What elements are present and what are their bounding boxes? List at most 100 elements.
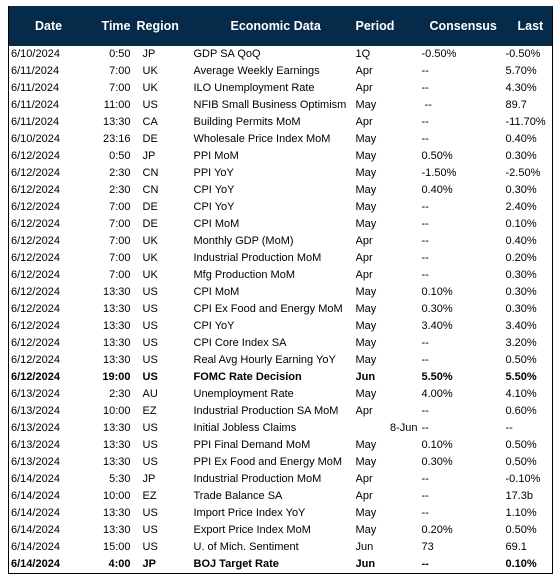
- cell-economic-data: Import Price Index YoY: [193, 507, 306, 519]
- cell-date: 6/13/2024: [11, 422, 60, 434]
- cell-economic-data: U. of Mich. Sentiment: [193, 541, 299, 553]
- table-row: 6/10/2024 0:50 JP GDP SA QoQ 1Q -0.50% -0.50%: [9, 46, 553, 63]
- cell-time: 13:30: [102, 507, 131, 519]
- cell-last: -0.10%: [505, 473, 541, 485]
- cell-date: 6/12/2024: [11, 150, 60, 162]
- cell-period: May: [355, 286, 377, 298]
- cell-consensus: --: [421, 405, 429, 417]
- cell-date: 6/12/2024: [11, 201, 60, 213]
- cell-period: Apr: [355, 405, 373, 417]
- cell-economic-data: CPI MoM: [193, 286, 240, 298]
- cell-date: 6/14/2024: [11, 541, 60, 553]
- table-row: 6/12/2024 7:00 UK Monthly GDP (MoM) Apr -- 0.4…: [9, 233, 553, 250]
- cell-time: 5:30: [109, 473, 131, 485]
- cell-date: 6/12/2024: [11, 252, 60, 264]
- table-row: 6/12/2024 0:50 JP PPI MoM May 0.50% 0.30%: [9, 148, 553, 165]
- cell-period: May: [355, 337, 377, 349]
- cell-time: 13:30: [102, 337, 131, 349]
- table-row: 6/14/2024 5:30 JP Industrial Production MoM…: [9, 471, 553, 488]
- cell-period: May: [355, 201, 377, 213]
- cell-region: AU: [142, 388, 158, 400]
- cell-time: 10:00: [102, 490, 131, 502]
- cell-time: 7:00: [109, 252, 131, 264]
- cell-region: US: [142, 422, 158, 434]
- table-row: 6/12/2024 13:30 US CPI Core Index SA May -- 3.…: [9, 335, 553, 352]
- cell-date: 6/10/2024: [11, 48, 60, 60]
- cell-date: 6/14/2024: [11, 507, 60, 519]
- cell-region: JP: [142, 150, 156, 162]
- cell-economic-data: BOJ Target Rate: [193, 558, 279, 570]
- cell-economic-data: CPI MoM: [193, 218, 240, 230]
- cell-economic-data: FOMC Rate Decision: [193, 371, 302, 383]
- cell-date: 6/12/2024: [11, 167, 60, 179]
- cell-period: May: [355, 320, 377, 332]
- cell-time: 7:00: [109, 65, 131, 77]
- cell-period: May: [355, 303, 377, 315]
- cell-region: US: [142, 320, 158, 332]
- cell-region: DE: [142, 133, 158, 145]
- table-row: 6/12/2024 7:00 DE CPI YoY May -- 2.40%: [9, 199, 553, 216]
- table-row: 6/14/2024 10:00 EZ Trade Balance SA Apr -- 17.…: [9, 488, 553, 505]
- table-row: 6/12/2024 13:30 US CPI YoY May 3.40% 3.40%: [9, 318, 553, 335]
- cell-date: 6/12/2024: [11, 184, 60, 196]
- cell-economic-data: ILO Unemployment Rate: [193, 82, 315, 94]
- cell-time: 7:00: [109, 235, 131, 247]
- cell-economic-data: NFIB Small Business Optimism: [193, 99, 347, 111]
- cell-period: 1Q: [355, 48, 371, 60]
- cell-date: 6/12/2024: [11, 320, 60, 332]
- cell-economic-data: PPI Ex Food and Energy MoM: [193, 456, 343, 468]
- table-row: 6/13/2024 13:30 US PPI Ex Food and Energy M…: [9, 454, 553, 471]
- cell-economic-data: Average Weekly Earnings: [193, 65, 320, 77]
- table-row: 6/11/2024 7:00 UK ILO Unemployment Rate Apr -…: [9, 80, 553, 97]
- table-row: 6/13/2024 13:30 US Initial Jobless Claims 8-…: [9, 420, 553, 437]
- cell-time: 13:30: [102, 286, 131, 298]
- cell-last: -2.50%: [505, 167, 541, 179]
- cell-economic-data: Industrial Production MoM: [193, 473, 322, 485]
- cell-economic-data: CPI YoY: [193, 184, 235, 196]
- header-period: Period: [355, 19, 395, 33]
- economic-calendar-table: Date Time Region Economic Data Period Co…: [8, 6, 553, 574]
- cell-economic-data: Export Price Index MoM: [193, 524, 311, 536]
- cell-period: May: [355, 167, 377, 179]
- table-row: 6/14/2024 13:30 US Export Price Index MoM Ma…: [9, 522, 553, 539]
- cell-region: US: [142, 507, 158, 519]
- cell-last: 2.40%: [505, 201, 537, 213]
- cell-date: 6/11/2024: [11, 82, 60, 94]
- cell-consensus: 0.10%: [421, 439, 453, 451]
- cell-period: May: [355, 388, 377, 400]
- cell-economic-data: Building Permits MoM: [193, 116, 301, 128]
- cell-period: Apr: [355, 490, 373, 502]
- cell-time: 23:16: [102, 133, 131, 145]
- cell-region: US: [142, 286, 158, 298]
- cell-economic-data: Wholesale Price Index MoM: [193, 133, 331, 145]
- cell-region: EZ: [142, 490, 157, 502]
- table-row: 6/12/2024 19:00 US FOMC Rate Decision Jun 5.5…: [9, 369, 553, 386]
- cell-consensus: --: [421, 133, 429, 145]
- cell-consensus: 4.00%: [421, 388, 453, 400]
- cell-date: 6/13/2024: [11, 456, 60, 468]
- cell-consensus: -1.50%: [421, 167, 457, 179]
- cell-period: May: [355, 133, 377, 145]
- table-row: 6/11/2024 11:00 US NFIB Small Business Opti…: [9, 97, 553, 114]
- cell-time: 2:30: [109, 388, 131, 400]
- table-row: 6/14/2024 13:30 US Import Price Index YoY Ma…: [9, 505, 553, 522]
- cell-economic-data: CPI YoY: [193, 201, 235, 213]
- cell-consensus: 0.40%: [421, 184, 453, 196]
- cell-date: 6/14/2024: [11, 524, 60, 536]
- cell-last: 0.10%: [505, 558, 537, 570]
- cell-date: 6/13/2024: [11, 405, 60, 417]
- cell-region: UK: [142, 65, 158, 77]
- table-row: 6/12/2024 2:30 CN CPI YoY May 0.40% 0.30%: [9, 182, 553, 199]
- cell-last: 0.60%: [505, 405, 537, 417]
- cell-period: Apr: [355, 116, 373, 128]
- cell-last: 4.10%: [505, 388, 537, 400]
- cell-date: 6/12/2024: [11, 354, 60, 366]
- cell-last: -11.70%: [505, 116, 546, 128]
- cell-region: US: [142, 439, 158, 451]
- cell-region: DE: [142, 201, 158, 213]
- cell-period: Apr: [355, 252, 373, 264]
- cell-consensus: 0.20%: [421, 524, 453, 536]
- cell-last: 0.10%: [505, 218, 537, 230]
- cell-economic-data: CPI Ex Food and Energy MoM: [193, 303, 343, 315]
- cell-last: 0.20%: [505, 252, 537, 264]
